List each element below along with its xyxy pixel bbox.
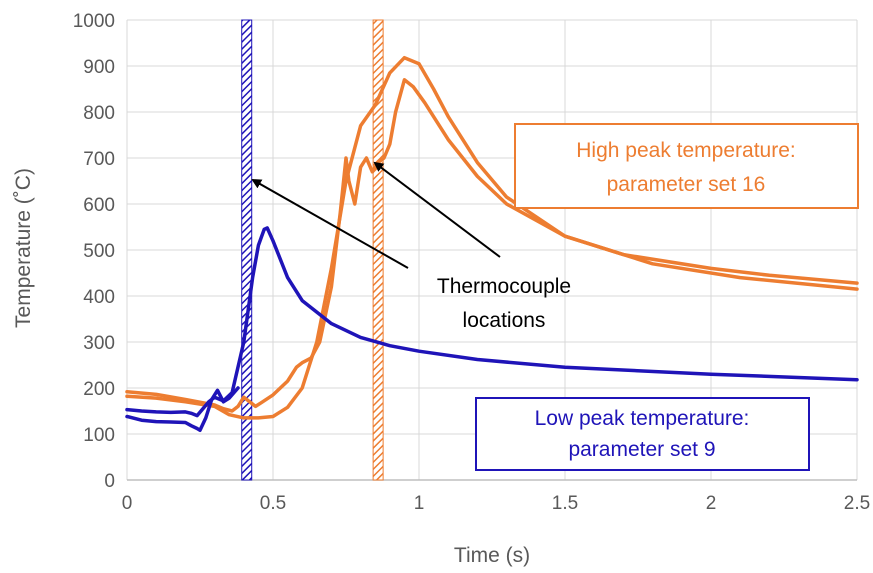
y-tick-label: 700 xyxy=(83,149,115,170)
high-peak-line2: parameter set 16 xyxy=(607,173,766,196)
x-tick-label: 1.5 xyxy=(552,493,578,514)
thermocouple-marker xyxy=(241,19,253,481)
x-tick-label: 2.5 xyxy=(844,493,870,514)
y-tick-label: 0 xyxy=(104,471,115,492)
low-peak-series-line xyxy=(125,386,240,433)
y-tick-label: 800 xyxy=(83,103,115,124)
low-peak-line1: Low peak temperature: xyxy=(535,407,750,430)
thermocouple-label-line1: Thermocouple xyxy=(437,275,571,298)
low-peak-annotation: Low peak temperature: parameter set 9 xyxy=(475,397,810,471)
y-tick-label: 500 xyxy=(83,241,115,262)
thermocouple-label-line2: locations xyxy=(463,309,546,332)
series xyxy=(125,55,859,433)
y-tick-label: 400 xyxy=(83,287,115,308)
y-tick-label: 900 xyxy=(83,57,115,78)
low-peak-box xyxy=(475,397,810,471)
high-peak-series-line xyxy=(125,55,859,420)
x-tick-label: 0 xyxy=(122,493,133,514)
x-tick-label: 1 xyxy=(414,493,425,514)
y-tick-label: 300 xyxy=(83,333,115,354)
thermocouple-annotation: Thermocouple locations xyxy=(251,161,571,332)
y-tick-label: 200 xyxy=(83,379,115,400)
high-peak-annotation: High peak temperature: parameter set 16 xyxy=(514,123,859,209)
y-axis-title: Temperature (˚C) xyxy=(12,168,35,328)
y-tick-label: 100 xyxy=(83,425,115,446)
x-axis-title: Time (s) xyxy=(454,544,530,567)
y-tick-label: 600 xyxy=(83,195,115,216)
x-tick-label: 2 xyxy=(706,493,717,514)
low-peak-series-line xyxy=(125,226,859,418)
high-peak-box xyxy=(514,123,859,209)
ticks: 0 100 200 300 400 500 600 700 800 900 1000 0 0.5 1 1.5… xyxy=(73,11,870,514)
high-peak-line1: High peak temperature: xyxy=(576,139,795,162)
low-peak-line2: parameter set 9 xyxy=(568,438,715,461)
arrow-to-orange-marker xyxy=(373,161,501,258)
x-tick-label: 0.5 xyxy=(260,493,286,514)
y-tick-label: 1000 xyxy=(73,11,115,32)
arrow-to-blue-marker xyxy=(251,179,409,269)
